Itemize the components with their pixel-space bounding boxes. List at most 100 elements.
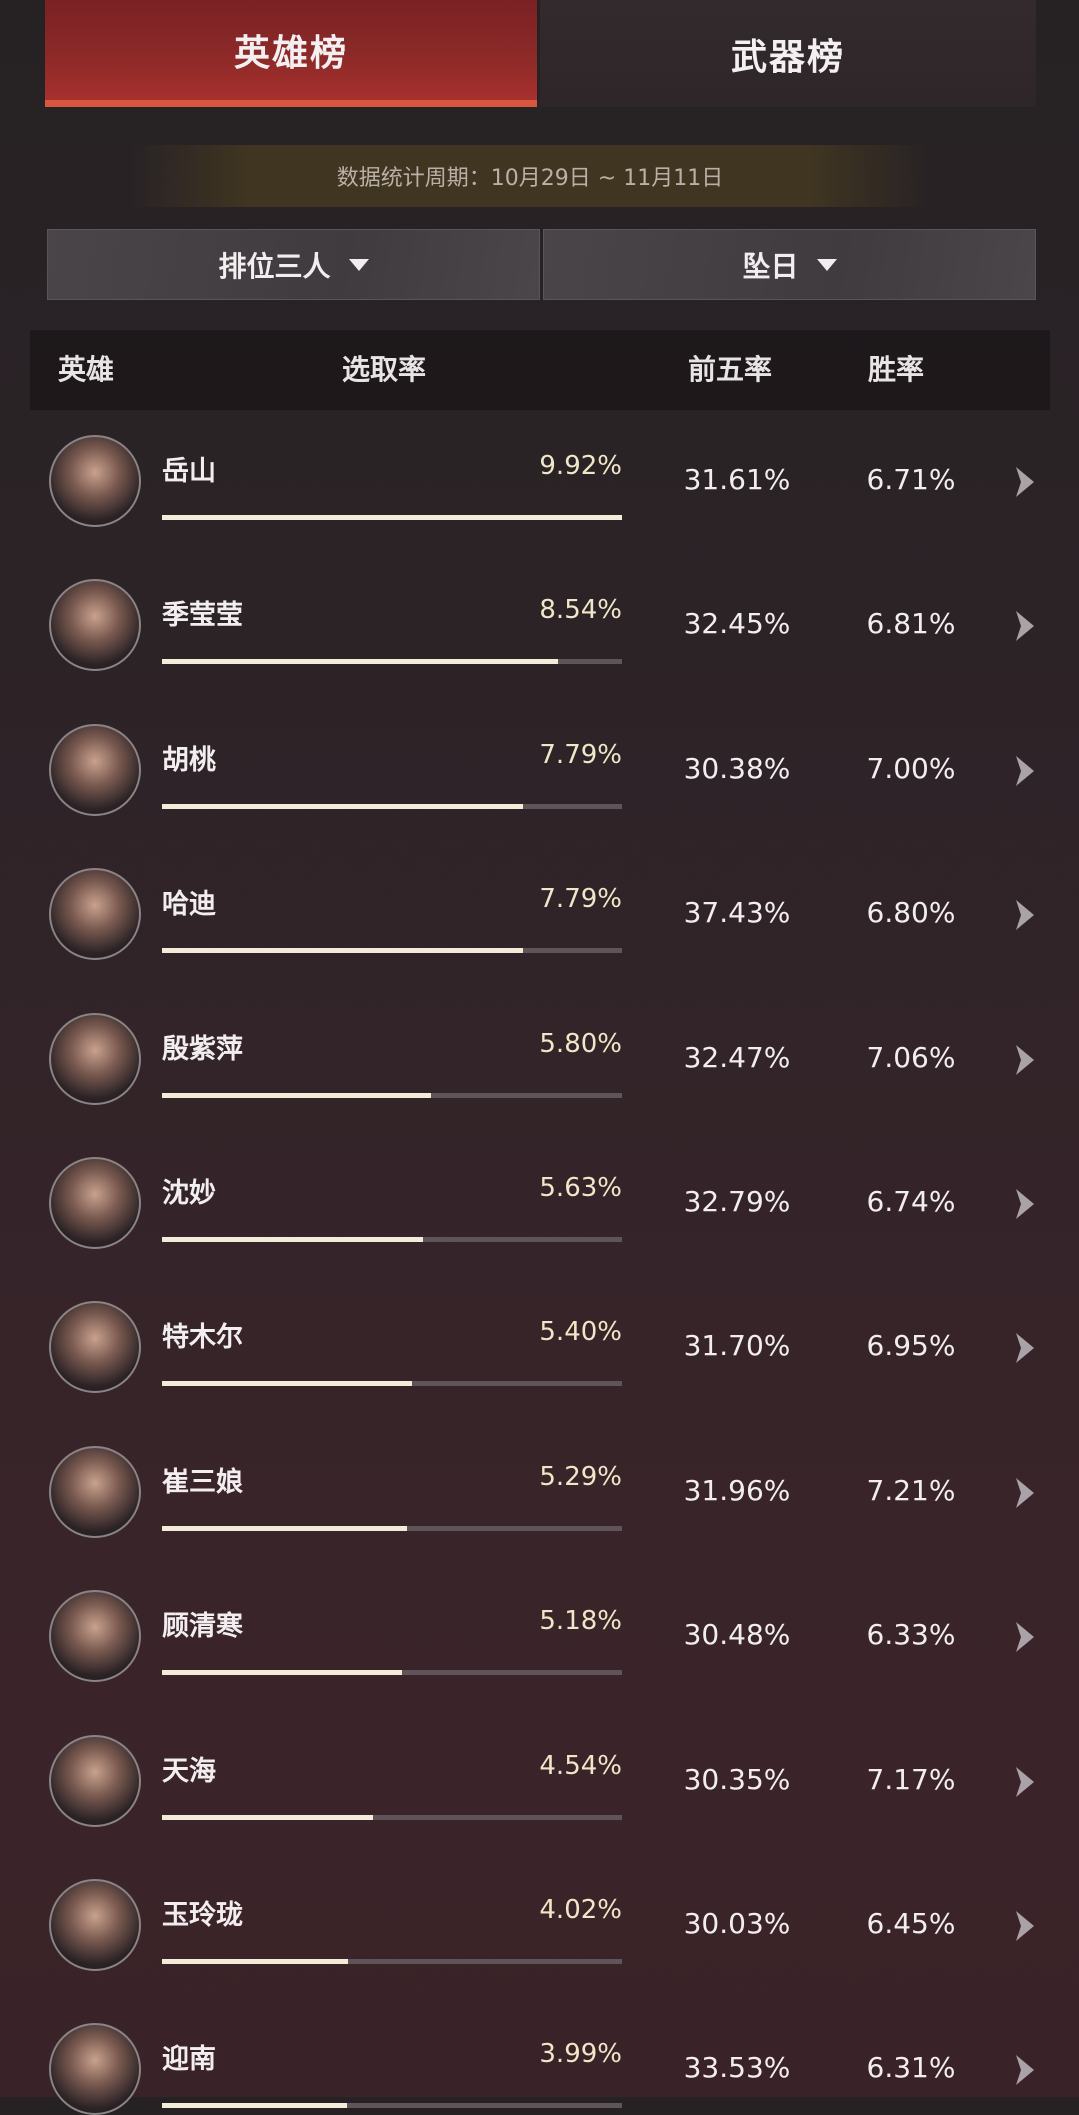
pick-rate-bar	[162, 2103, 622, 2109]
pick-rate: 5.18%	[539, 1606, 622, 1637]
hero-avatar	[49, 579, 141, 672]
top5-rate: 31.96%	[683, 1473, 791, 1507]
hero-name: 崔三娘	[162, 1466, 243, 1498]
chevron-right-icon[interactable]	[1012, 754, 1038, 788]
hero-avatar	[49, 1590, 141, 1683]
hero-name: 顾清寒	[162, 1611, 243, 1643]
caret-down-icon	[816, 258, 837, 271]
win-rate: 6.95%	[866, 1329, 956, 1363]
top5-rate: 32.45%	[683, 607, 791, 641]
chevron-right-icon[interactable]	[1012, 2053, 1038, 2087]
column-pick-rate: 选取率	[342, 353, 427, 386]
chevron-right-icon[interactable]	[1012, 1187, 1038, 1221]
column-hero: 英雄	[58, 353, 115, 386]
hero-avatar	[49, 1301, 141, 1394]
pick-rate: 5.40%	[539, 1317, 622, 1348]
hero-avatar	[49, 1445, 141, 1538]
hero-name: 天海	[162, 1755, 216, 1787]
pick-rate-bar-fill	[162, 1814, 373, 1820]
top5-rate: 32.79%	[683, 1185, 791, 1218]
top5-rate: 30.35%	[683, 1762, 791, 1796]
pick-rate-bar	[162, 515, 622, 520]
hero-avatar	[49, 2023, 141, 2115]
hero-avatar	[49, 1157, 141, 1249]
pick-rate-bar	[162, 803, 622, 809]
win-rate: 7.00%	[866, 751, 956, 785]
pick-rate-bar	[162, 948, 622, 954]
hero-name: 哈迪	[162, 889, 216, 921]
hero-name: 殷紫萍	[162, 1033, 243, 1065]
table-header: 英雄 选取率 前五率 胜率	[30, 330, 1050, 410]
pick-rate: 4.54%	[539, 1750, 622, 1781]
top5-rate: 32.47%	[683, 1040, 791, 1074]
pick-rate-bar	[162, 1237, 622, 1242]
win-rate: 7.17%	[866, 1762, 956, 1796]
top5-rate: 37.43%	[683, 896, 791, 930]
pick-rate-bar	[162, 659, 622, 665]
hero-avatar	[49, 868, 141, 961]
win-rate: 7.21%	[866, 1473, 956, 1507]
pick-rate: 4.02%	[539, 1895, 622, 1925]
pick-rate: 7.79%	[539, 739, 622, 770]
top5-rate: 31.61%	[683, 463, 791, 496]
chevron-right-icon[interactable]	[1012, 1620, 1038, 1654]
stats-period: 数据统计周期：10月29日 ~ 11月11日	[130, 145, 930, 207]
map-dropdown-value: 坠日	[742, 249, 799, 283]
pick-rate-bar-fill	[162, 1525, 408, 1531]
hero-avatar	[49, 1879, 141, 1971]
win-rate: 7.06%	[866, 1040, 956, 1074]
pick-rate-bar-fill	[162, 2103, 348, 2109]
mode-dropdown[interactable]: 排位三人	[47, 229, 540, 300]
chevron-right-icon[interactable]	[1012, 898, 1038, 932]
pick-rate-bar-fill	[162, 803, 524, 809]
pick-rate-bar-fill	[162, 948, 524, 954]
top5-rate: 30.03%	[683, 1907, 791, 1940]
hero-avatar	[49, 1734, 141, 1827]
pick-rate-bar	[162, 1525, 622, 1531]
pick-rate-bar	[162, 1381, 622, 1387]
hero-name: 玉玲珑	[162, 1900, 243, 1931]
win-rate: 6.74%	[866, 1185, 956, 1218]
pick-rate-bar	[162, 1959, 622, 1964]
chevron-right-icon[interactable]	[1012, 1476, 1038, 1510]
mode-dropdown-value: 排位三人	[218, 249, 331, 283]
tab-weapon-ranking[interactable]: 武器榜	[540, 0, 1036, 107]
hero-name: 迎南	[162, 2044, 216, 2076]
column-top5-rate: 前五率	[688, 353, 773, 386]
tab-hero-ranking[interactable]: 英雄榜	[45, 0, 537, 107]
chevron-right-icon[interactable]	[1012, 1765, 1038, 1799]
win-rate: 6.45%	[866, 1907, 956, 1940]
hero-avatar	[49, 1012, 141, 1105]
win-rate: 6.81%	[866, 607, 956, 641]
hero-avatar	[49, 723, 141, 816]
pick-rate: 5.80%	[539, 1028, 622, 1059]
column-win-rate: 胜率	[868, 353, 925, 386]
win-rate: 6.80%	[866, 896, 956, 930]
pick-rate-bar-fill	[162, 1670, 403, 1676]
caret-down-icon	[348, 258, 369, 271]
hero-name: 沈妙	[162, 1178, 216, 1209]
top5-rate: 30.48%	[683, 1618, 791, 1652]
pick-rate-bar-fill	[162, 1237, 424, 1242]
hero-name: 胡桃	[162, 744, 216, 776]
chevron-right-icon[interactable]	[1012, 609, 1038, 643]
top5-rate: 33.53%	[683, 2051, 791, 2085]
pick-rate: 9.92%	[539, 451, 622, 481]
win-rate: 6.71%	[866, 463, 956, 496]
hero-name: 季莹莹	[162, 600, 243, 632]
chevron-right-icon[interactable]	[1012, 1043, 1038, 1077]
pick-rate-bar	[162, 1092, 622, 1098]
pick-rate-bar-fill	[162, 659, 558, 665]
pick-rate-bar-fill	[162, 1092, 431, 1098]
pick-rate-bar	[162, 1814, 622, 1820]
hero-avatar	[49, 435, 141, 527]
pick-rate-bar-fill	[162, 515, 622, 520]
chevron-right-icon[interactable]	[1012, 1331, 1038, 1365]
win-rate: 6.31%	[866, 2051, 956, 2085]
map-dropdown[interactable]: 坠日	[543, 229, 1036, 300]
pick-rate-bar-fill	[162, 1381, 413, 1387]
chevron-right-icon[interactable]	[1012, 465, 1038, 499]
chevron-right-icon[interactable]	[1012, 1909, 1038, 1943]
top5-rate: 31.70%	[683, 1329, 791, 1363]
top5-rate: 30.38%	[683, 751, 791, 785]
